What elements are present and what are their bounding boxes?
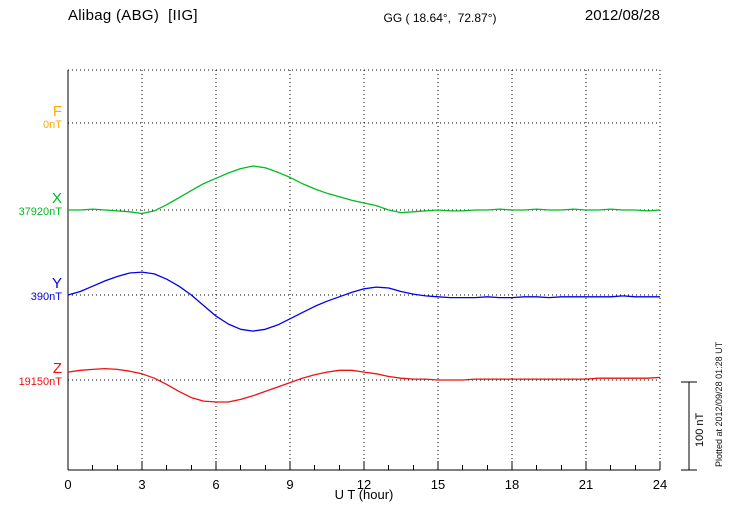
x-tick-label: 0 (64, 477, 71, 492)
x-tick-label: 3 (138, 477, 145, 492)
series-baseline-f: 0nT (43, 118, 62, 131)
station-title: Alibag (ABG) [IIG] (68, 7, 198, 24)
x-tick-label: 6 (212, 477, 219, 492)
series-label-x: X 37920nT (0, 191, 62, 218)
x-axis-label: U T (hour) (334, 487, 394, 502)
scale-bar-label: 100 nT (694, 412, 706, 448)
series-baseline-y: 390nT (30, 290, 62, 303)
series-name-x: X (51, 190, 62, 207)
series-name-z: Z (52, 360, 62, 377)
x-tick-label: 21 (579, 477, 593, 492)
series-label-y: Y 390nT (0, 276, 62, 303)
x-tick-label: 24 (653, 477, 667, 492)
plot-date: 2012/08/28 (584, 7, 660, 24)
series-name-y: Y (51, 275, 62, 292)
series-Y-trace (67, 271, 660, 332)
series-name-f: F (52, 103, 62, 120)
series-label-z: Z 19150nT (0, 361, 62, 388)
plotted-at-note: Plotted at 2012/09/28 01:28 UT (714, 341, 724, 467)
x-tick-label: 9 (286, 477, 293, 492)
series-baseline-z: 19150nT (18, 375, 62, 388)
series-baseline-x: 37920nT (18, 205, 62, 218)
x-tick-label: 15 (431, 477, 445, 492)
gg-coordinates: GG ( 18.64°, 72.87°) (383, 11, 497, 25)
x-tick-label: 12 (357, 477, 371, 492)
x-tick-label: 18 (505, 477, 519, 492)
series-Z-trace (67, 367, 661, 403)
series-label-f: F 0nT (0, 104, 62, 131)
series-X-trace (68, 165, 661, 215)
